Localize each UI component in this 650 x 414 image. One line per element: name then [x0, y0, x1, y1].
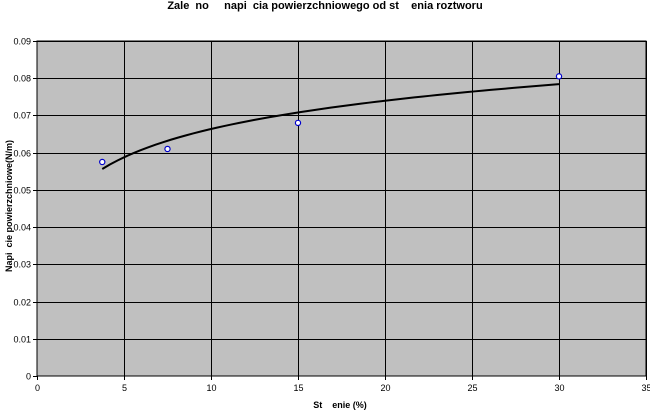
chart-title: Zale no napi cia powierzchniowego od st … — [167, 0, 483, 12]
x-tick-label: 30 — [554, 383, 564, 393]
x-tick-label: 35 — [641, 383, 650, 393]
x-tick-label: 20 — [380, 383, 390, 393]
y-tick-label: 0.02 — [13, 298, 31, 308]
x-tick-label: 10 — [206, 383, 216, 393]
y-tick-label: 0.06 — [13, 149, 31, 159]
x-axis-label: St enie (%) — [313, 400, 367, 410]
data-point — [294, 119, 302, 127]
x-tick-label: 5 — [122, 383, 127, 393]
y-tick-label: 0 — [26, 372, 31, 382]
plot-area — [36, 40, 647, 377]
grid — [37, 41, 647, 376]
ticks: 0 0.01 0.02 0.03 0.04 0.05 0.06 0.07 0.08 0.09 0 5 1… — [13, 37, 650, 394]
trendline — [101, 83, 560, 170]
data-point — [99, 158, 106, 166]
trendline-group — [101, 83, 560, 170]
y-tick-label: 0.07 — [13, 111, 31, 121]
y-tick-label: 0.05 — [13, 186, 31, 196]
x-tick-label: 15 — [293, 383, 303, 393]
data-point — [164, 145, 171, 153]
y-tick-label: 0.08 — [13, 74, 31, 84]
y-tick-label: 0.01 — [13, 335, 31, 345]
axes — [33, 41, 647, 380]
x-tick-label: 25 — [467, 383, 477, 393]
points-group — [99, 73, 563, 166]
y-tick-label: 0.03 — [13, 260, 31, 270]
y-tick-label: 0.04 — [13, 223, 31, 233]
y-tick-label: 0.09 — [13, 37, 31, 47]
data-point — [555, 73, 563, 80]
x-tick-label: 0 — [35, 383, 40, 393]
